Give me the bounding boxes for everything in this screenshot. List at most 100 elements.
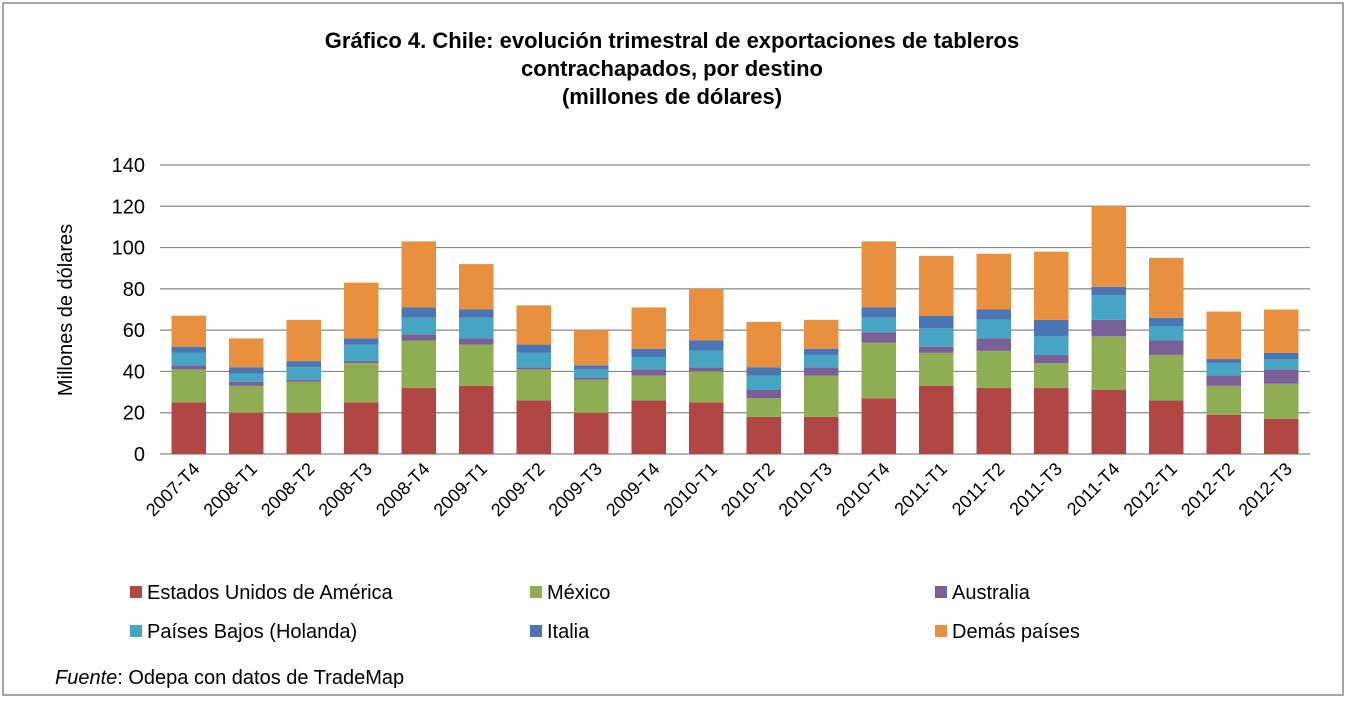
bar-segment [171,369,206,403]
bar-segment [1206,375,1241,386]
bar-segment [229,412,264,454]
bar-segment [1264,309,1299,353]
bar-segment [574,412,609,454]
bar-segment [459,344,494,386]
bar-segment [229,385,264,413]
source-text: : Odepa con datos de TradeMap [117,667,404,689]
y-axis-label: Millones de dólares [55,224,77,396]
bar-segment [1091,319,1126,337]
y-tick-label: 80 [123,279,145,301]
bar-segment [746,367,781,376]
bar-segment [1264,369,1299,384]
bar-segment [516,369,551,401]
bar-segment [919,346,954,353]
bar-segment [861,317,896,333]
bar-segment [1091,286,1126,296]
bar-segment [976,338,1011,351]
bar-segment [804,367,839,376]
bar-segment [746,398,781,417]
bar-segment [746,321,781,368]
bar-segment [344,344,379,362]
bar-segment [631,369,666,376]
bar-segment [976,350,1011,388]
bar-segment [976,319,1011,339]
y-tick-label: 120 [112,196,145,218]
chart-title: (millones de dólares) [562,84,782,109]
bar-segment [459,317,494,339]
bar-segment [1264,383,1299,419]
bar-segment [286,379,321,382]
bar-segment [689,367,724,372]
bar-segment [861,398,896,454]
bar-segment [919,385,954,454]
bar-segment [229,373,264,382]
legend-label: México [547,582,610,604]
source-label: Fuente [55,667,117,689]
bar-segment [1149,326,1184,341]
legend-label: Demás países [952,621,1080,643]
bar-segment [861,241,896,308]
bar-segment [401,317,436,335]
bar-segment [344,282,379,339]
bar-segment [1034,319,1069,337]
bar-segment [631,375,666,401]
bar-segment [689,371,724,403]
legend-marker [530,625,542,637]
bar-segment [1091,206,1126,287]
bar-segment [861,332,896,343]
source: Fuente: Odepa con datos de TradeMap [55,667,404,689]
bar-segment [919,328,954,347]
legend-marker [130,625,142,637]
bar-segment [459,309,494,318]
bar-segment [171,365,206,370]
bar-segment [631,307,666,349]
bar-segment [1149,257,1184,318]
bar-segment [516,400,551,454]
bar-segment [1091,336,1126,391]
bar-segment [1264,418,1299,454]
bar-segment [861,342,896,399]
bar-segment [1149,317,1184,327]
bar-segment [1206,359,1241,364]
bar-segment [516,352,551,368]
bar-segment [229,367,264,374]
bar-segment [516,367,551,370]
bar-segment [976,387,1011,454]
bar-segment [401,387,436,454]
bar-segment [171,346,206,353]
chart-title: Gráfico 4. Chile: evolución trimestral d… [325,28,1019,53]
bar-segment [919,315,954,329]
bar-segment [286,367,321,380]
y-tick-label: 100 [112,238,145,260]
bar-segment [1149,354,1184,401]
bar-segment [516,344,551,353]
y-tick-label: 0 [134,444,145,466]
bar-segment [1034,387,1069,454]
bar-segment [1206,363,1241,376]
bar-segment [574,379,609,413]
bar-segment [1034,363,1069,388]
bar-segment [1091,295,1126,320]
bar-segment [516,305,551,345]
bar-segment [1206,414,1241,454]
bar-segment [746,375,781,391]
bar-segment [459,264,494,310]
bar-segment [1149,340,1184,355]
bar-segment [804,348,839,355]
bar-segment [631,356,666,370]
bar-segment [976,253,1011,310]
bar-segment [689,350,724,368]
bar-segment [401,340,436,388]
legend-marker [530,586,542,598]
bar-segment [344,402,379,454]
bar-segment [1264,352,1299,360]
bar-segment [861,307,896,318]
bar-segment [919,255,954,316]
bar-segment [689,288,724,341]
legend-marker [935,625,947,637]
bar-segment [1206,385,1241,415]
bar-segment [229,381,264,386]
bar-segment [804,375,839,417]
legend-label: Estados Unidos de América [147,582,394,604]
